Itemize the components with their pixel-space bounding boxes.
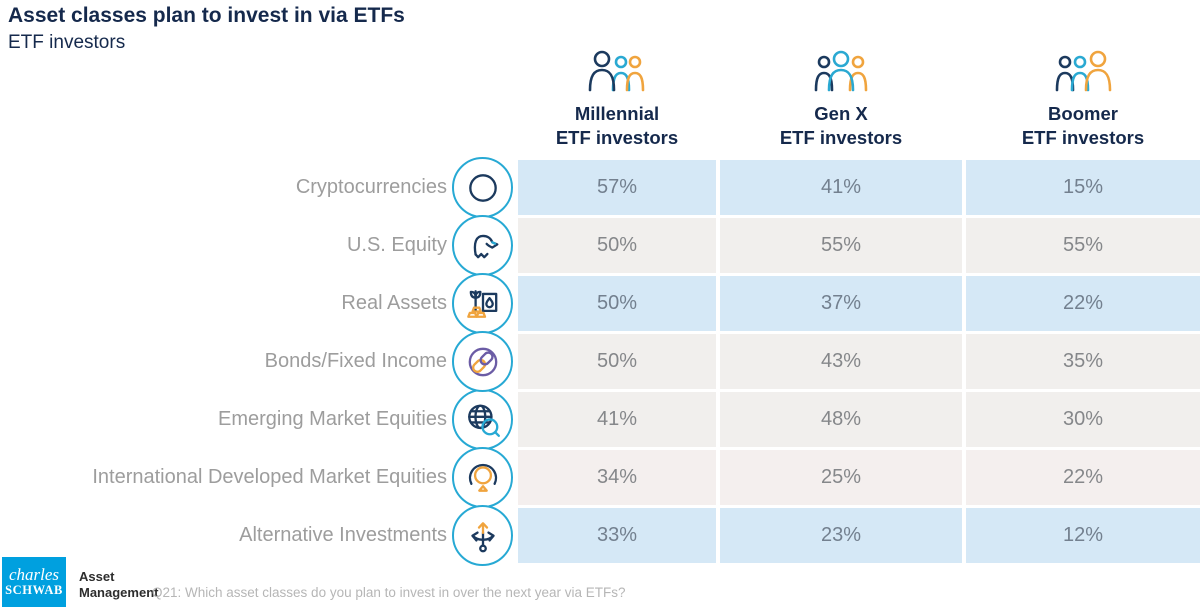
people-group-boomer-icon bbox=[1055, 50, 1112, 92]
value-cell: 37% bbox=[720, 276, 962, 331]
column-title: Millennial ETF investors bbox=[555, 103, 679, 148]
value-cell: 43% bbox=[720, 334, 962, 389]
value-band: 34% 25% 22% bbox=[518, 450, 1200, 505]
row-label: U.S. Equity bbox=[346, 234, 447, 256]
charles-schwab-logo: charles SCHWAB bbox=[2, 557, 66, 607]
table-row-emerging-market-equities: Emerging Market Equities ! 41% 48% 30% bbox=[0, 389, 1200, 450]
real-assets-icon bbox=[452, 273, 513, 334]
row-label: Emerging Market Equities bbox=[218, 408, 447, 430]
value-cell: 55% bbox=[720, 218, 962, 273]
column-header-boomer: Boomer ETF investors bbox=[966, 48, 1200, 149]
globe-magnifier-icon: ! bbox=[452, 389, 513, 450]
table-row-cryptocurrencies: Cryptocurrencies ¢ 57% 41% 15% bbox=[0, 157, 1200, 218]
column-header-genx: Gen X ETF investors bbox=[720, 48, 962, 149]
table-row-international-developed-market-equities: International Developed Market Equities … bbox=[0, 447, 1200, 508]
value-cell: 22% bbox=[966, 450, 1200, 505]
chain-link-icon bbox=[452, 331, 513, 392]
table-row-real-assets: Real Assets 50% 37% 22% bbox=[0, 273, 1200, 334]
value-cell: 35% bbox=[966, 334, 1200, 389]
value-cell: 30% bbox=[966, 392, 1200, 447]
value-cell: 23% bbox=[720, 508, 962, 563]
svg-text:$: $ bbox=[478, 468, 486, 482]
column-title: Boomer ETF investors bbox=[1021, 103, 1145, 148]
value-band: 41% 48% 30% bbox=[518, 392, 1200, 447]
row-label: Cryptocurrencies bbox=[295, 176, 447, 198]
value-cell: 55% bbox=[966, 218, 1200, 273]
value-cell: 41% bbox=[518, 392, 716, 447]
people-group-millennial-icon bbox=[588, 50, 645, 92]
value-cell: 50% bbox=[518, 276, 716, 331]
value-cell: 41% bbox=[720, 160, 962, 215]
survey-question-footnote: Q21: Which asset classes do you plan to … bbox=[152, 585, 626, 600]
value-cell: 12% bbox=[966, 508, 1200, 563]
value-cell: 50% bbox=[518, 334, 716, 389]
value-cell: 15% bbox=[966, 160, 1200, 215]
page-subtitle: ETF investors bbox=[8, 32, 126, 53]
column-title: Gen X ETF investors bbox=[779, 103, 903, 148]
value-band: 50% 37% 22% bbox=[518, 276, 1200, 331]
row-label: Real Assets bbox=[341, 292, 447, 314]
table-row-bonds-fixed-income: Bonds/Fixed Income 50% 43% 35% bbox=[0, 331, 1200, 392]
value-band: 33% 23% 12% bbox=[518, 508, 1200, 563]
value-cell: 57% bbox=[518, 160, 716, 215]
value-cell: 22% bbox=[966, 276, 1200, 331]
value-band: 50% 55% 55% bbox=[518, 218, 1200, 273]
value-cell: 33% bbox=[518, 508, 716, 563]
column-header-millennial: Millennial ETF investors bbox=[518, 48, 716, 149]
value-cell: 50% bbox=[518, 218, 716, 273]
globe-dollar-icon: $ bbox=[452, 447, 513, 508]
row-label: Bonds/Fixed Income bbox=[264, 350, 447, 372]
page-title: Asset classes plan to invest in via ETFs bbox=[8, 4, 405, 27]
table-row-alternative-investments: Alternative Investments 33% 23% bbox=[0, 505, 1200, 566]
people-group-genx-icon bbox=[814, 50, 868, 92]
branching-arrows-icon bbox=[452, 505, 513, 566]
table-row-us-equity: U.S. Equity 50% 55% 55% bbox=[0, 215, 1200, 276]
eagle-icon bbox=[452, 215, 513, 276]
row-label: International Developed Market Equities bbox=[92, 466, 447, 488]
svg-text:¢: ¢ bbox=[477, 177, 489, 197]
value-cell: 25% bbox=[720, 450, 962, 505]
row-label: Alternative Investments bbox=[239, 524, 447, 546]
value-band: 57% 41% 15% bbox=[518, 160, 1200, 215]
value-band: 50% 43% 35% bbox=[518, 334, 1200, 389]
value-cell: 34% bbox=[518, 450, 716, 505]
cryptocurrency-icon: ¢ bbox=[452, 157, 513, 218]
value-cell: 48% bbox=[720, 392, 962, 447]
asset-management-label: Asset Management bbox=[79, 569, 159, 601]
